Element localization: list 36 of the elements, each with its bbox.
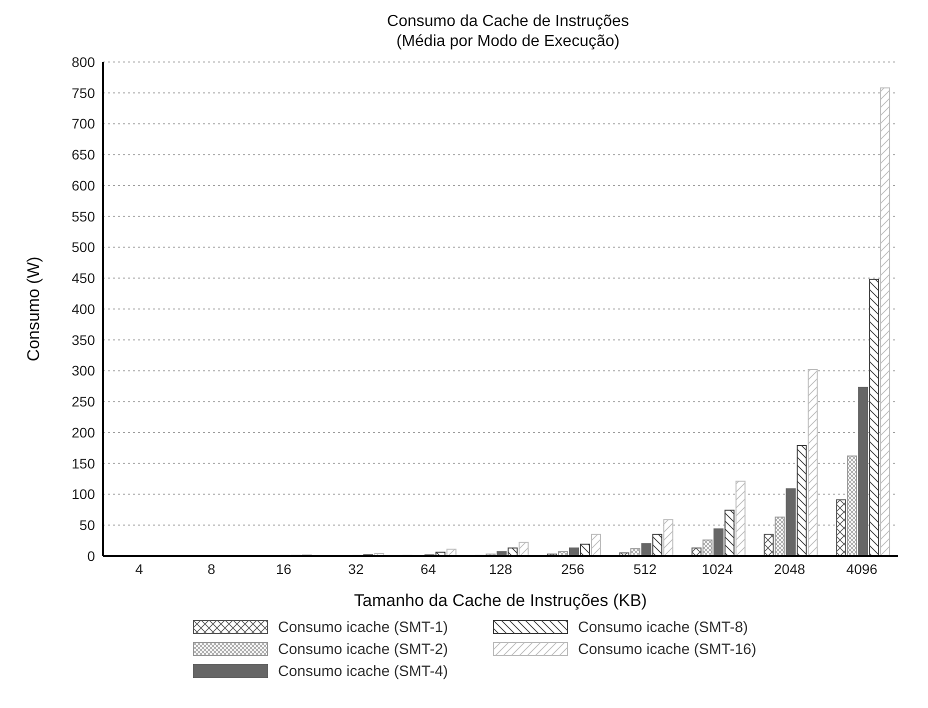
y-tick-label: 550	[72, 208, 96, 224]
y-tick-label: 200	[72, 424, 96, 440]
y-tick-label: 600	[72, 177, 96, 194]
x-tick-label: 4096	[846, 560, 878, 577]
x-tick-label: 16	[276, 560, 292, 577]
legend-label: Consumo icache (SMT-2)	[278, 640, 448, 658]
y-tick-label: 800	[72, 54, 96, 70]
y-tick-label: 450	[72, 270, 96, 286]
x-tick-label: 64	[420, 560, 436, 577]
x-tick-label: 8	[208, 560, 216, 577]
y-tick-label: 0	[87, 548, 96, 564]
legend-label: Consumo icache (SMT-8)	[578, 618, 748, 636]
y-axis-title: Consumo (W)	[24, 256, 44, 362]
x-tick-label: 512	[633, 560, 657, 577]
chart-title: Consumo da Cache de Instruções (Média por Modo de Execução)	[386, 12, 630, 52]
y-tick-label: 700	[72, 116, 96, 132]
y-tick-label: 750	[72, 84, 96, 101]
x-tick-label: 32	[348, 560, 364, 577]
x-tick-label: 4	[135, 560, 144, 577]
y-tick-label: 50	[79, 517, 96, 534]
x-tick-label: 2048	[774, 560, 806, 577]
y-tick-label: 300	[72, 362, 96, 379]
x-axis-title: Tamanho da Cache de Instruções (KB)	[354, 591, 647, 610]
y-tick-label: 500	[72, 239, 96, 256]
y-tick-label: 150	[72, 455, 96, 472]
legend-label: Consumo icache (SMT-16)	[578, 640, 756, 658]
x-tick-label: 128	[488, 560, 512, 577]
y-tick-label: 650	[72, 146, 96, 163]
y-tick-label: 250	[72, 394, 96, 410]
y-tick-label: 350	[72, 332, 96, 348]
x-tick-label: 256	[561, 560, 585, 577]
legend-label: Consumo icache (SMT-1)	[278, 618, 448, 636]
x-tick-label: 1024	[702, 560, 734, 577]
y-tick-label: 100	[72, 486, 96, 502]
legend-label: Consumo icache (SMT-4)	[278, 662, 448, 680]
y-tick-label: 400	[72, 300, 96, 317]
